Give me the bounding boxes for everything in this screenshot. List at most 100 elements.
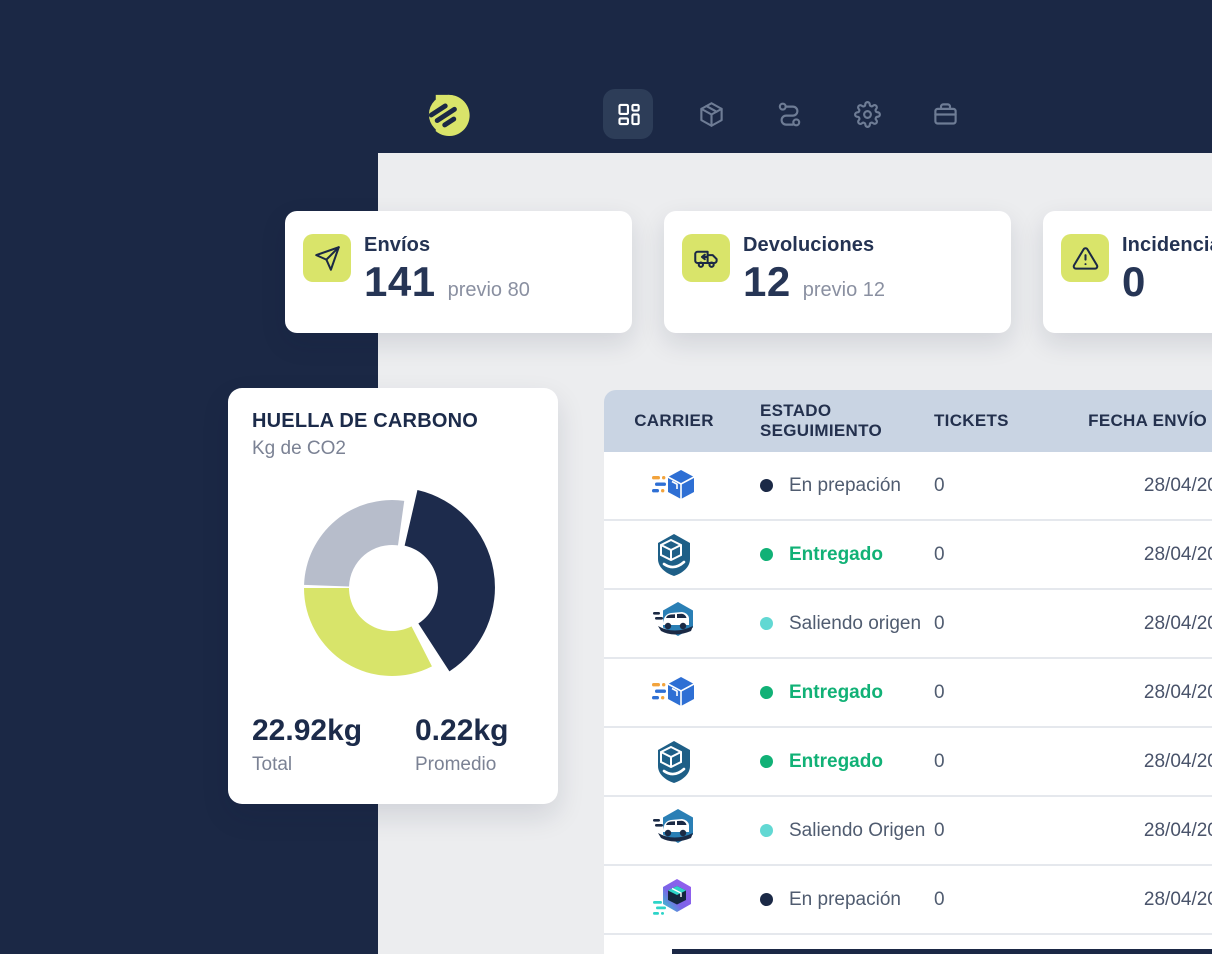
table-row[interactable]: Saliendo origen 0 28/04/2025 bbox=[604, 590, 1212, 659]
carrier-cell bbox=[604, 601, 744, 647]
carrier-cell bbox=[604, 532, 744, 578]
handbox-carrier-logo bbox=[658, 740, 690, 783]
status-cell: Entregado bbox=[744, 751, 922, 773]
status-label: En prepación bbox=[789, 474, 901, 496]
column-header-estado: ESTADO SEGUIMIENTO bbox=[760, 401, 883, 440]
tickets-value: 0 bbox=[934, 474, 945, 496]
carrier-cell bbox=[604, 670, 744, 716]
status-cell: En prepación bbox=[744, 889, 922, 911]
nav-settings-button[interactable] bbox=[842, 89, 892, 139]
tickets-value: 0 bbox=[934, 543, 945, 565]
carrier-cell bbox=[604, 739, 744, 785]
ship-date: 28/04/2025 bbox=[1143, 819, 1212, 841]
nav-briefcase-button[interactable] bbox=[920, 89, 970, 139]
table-row[interactable]: Entregado 0 28/04/2025 bbox=[604, 728, 1212, 797]
table-row[interactable]: Entregado 0 28/04/2025 bbox=[604, 659, 1212, 728]
status-dot bbox=[760, 755, 773, 768]
nav-dashboard-button[interactable] bbox=[603, 89, 653, 139]
carbon-avg-value: 0.22kg bbox=[415, 714, 509, 747]
tickets-value: 0 bbox=[934, 888, 945, 910]
ship-date: 28/04/2025 bbox=[1143, 543, 1212, 565]
status-dot bbox=[760, 548, 773, 561]
carbon-subtitle: Kg de CO2 bbox=[252, 438, 346, 459]
carrier-cell bbox=[604, 463, 744, 509]
table-row[interactable]: En prepación 0 28/04/2025 bbox=[604, 452, 1212, 521]
route-icon bbox=[778, 102, 800, 126]
status-dot bbox=[760, 479, 773, 492]
tickets-value: 0 bbox=[934, 612, 945, 634]
stat-card-envios: Envíos 141 previo 80 bbox=[285, 211, 632, 333]
status-dot bbox=[760, 893, 773, 906]
carrier-cell bbox=[604, 877, 744, 923]
carbon-total-value: 22.92kg bbox=[252, 714, 363, 747]
table-header-row: CARRIER ESTADO SEGUIMIENTO TICKETS FECHA… bbox=[604, 390, 1212, 452]
return-truck-icon-box bbox=[682, 234, 730, 282]
van-carrier-logo bbox=[653, 808, 693, 843]
stat-value: 12 bbox=[743, 258, 791, 305]
status-cell: Entregado bbox=[744, 682, 922, 704]
cube-carrier-logo bbox=[653, 878, 691, 915]
warning-icon-box bbox=[1061, 234, 1109, 282]
handbox-carrier-logo bbox=[658, 533, 690, 576]
settings-gear-icon bbox=[853, 100, 881, 128]
stat-previous: previo 80 bbox=[447, 279, 530, 301]
send-icon bbox=[314, 245, 340, 271]
bottom-divider-bar bbox=[672, 949, 1212, 954]
ship-date: 28/04/2025 bbox=[1143, 888, 1212, 910]
ship-date: 28/04/2025 bbox=[1143, 750, 1212, 772]
status-label: Entregado bbox=[789, 681, 883, 703]
stat-card-devoluciones: Devoluciones 12 previo 12 bbox=[664, 211, 1011, 333]
stat-title: Devoluciones bbox=[743, 234, 875, 256]
carbon-title: HUELLA DE CARBONO bbox=[252, 410, 478, 432]
ship-date: 28/04/2025 bbox=[1143, 612, 1212, 634]
status-label: Entregado bbox=[789, 543, 883, 565]
status-label: Saliendo Origen bbox=[789, 819, 926, 841]
status-cell: En prepación bbox=[744, 475, 922, 497]
column-header-fecha: FECHA ENVÍO bbox=[1088, 411, 1207, 430]
tickets-value: 0 bbox=[934, 819, 945, 841]
brand-logo[interactable] bbox=[424, 91, 471, 138]
nav-route-button[interactable] bbox=[764, 89, 814, 139]
status-cell: Saliendo Origen bbox=[744, 819, 926, 842]
status-label: Entregado bbox=[789, 750, 883, 772]
carrier-cell bbox=[604, 808, 744, 854]
return-truck-icon bbox=[693, 250, 718, 268]
stat-previous: previo 12 bbox=[802, 279, 885, 301]
ship-date: 28/04/2025 bbox=[1143, 474, 1212, 496]
package-icon bbox=[699, 101, 723, 127]
send-icon-box bbox=[303, 234, 351, 282]
donut-segment-gray bbox=[304, 500, 405, 587]
status-dot bbox=[760, 617, 773, 630]
status-dot bbox=[760, 824, 773, 837]
status-dot bbox=[760, 686, 773, 699]
donut-segment-navy bbox=[404, 490, 495, 672]
stat-title: Envíos bbox=[364, 234, 431, 256]
table-row[interactable]: Saliendo Origen 0 28/04/2025 bbox=[604, 797, 1212, 866]
table-row[interactable]: Entregado 0 28/04/2025 bbox=[604, 521, 1212, 590]
stat-card-incidencias: Incidencias 0 bbox=[1043, 211, 1212, 333]
status-label: En prepación bbox=[789, 888, 901, 910]
status-label: Saliendo origen bbox=[789, 612, 922, 634]
carbon-avg-label: Promedio bbox=[415, 754, 497, 775]
column-header-carrier: CARRIER bbox=[634, 411, 714, 430]
table-row[interactable]: En prepación 0 28/04/2025 bbox=[604, 866, 1212, 935]
warning-triangle-icon bbox=[1072, 246, 1098, 270]
tickets-value: 0 bbox=[934, 750, 945, 772]
table-body: En prepación 0 28/04/2025 Entregado 0 28/04/… bbox=[604, 452, 1212, 954]
stat-title: Incidencias bbox=[1122, 234, 1212, 256]
tickets-value: 0 bbox=[934, 681, 945, 703]
van-carrier-logo bbox=[653, 601, 693, 636]
carbon-footprint-card: HUELLA DE CARBONO Kg de CO2 22.92kg Tota… bbox=[228, 388, 558, 804]
donut-segment-lime bbox=[304, 588, 432, 676]
column-header-tickets: TICKETS bbox=[934, 411, 1009, 430]
briefcase-icon bbox=[933, 102, 957, 125]
stat-value: 0 bbox=[1122, 258, 1146, 305]
shipments-table: CARRIER ESTADO SEGUIMIENTO TICKETS FECHA… bbox=[604, 390, 1212, 954]
speedbox-carrier-logo bbox=[652, 469, 695, 499]
status-cell: Entregado bbox=[744, 544, 922, 566]
speedbox-carrier-logo bbox=[652, 676, 695, 706]
carbon-donut-chart bbox=[304, 490, 495, 676]
stat-value: 141 bbox=[364, 258, 436, 305]
nav-package-button[interactable] bbox=[686, 89, 736, 139]
